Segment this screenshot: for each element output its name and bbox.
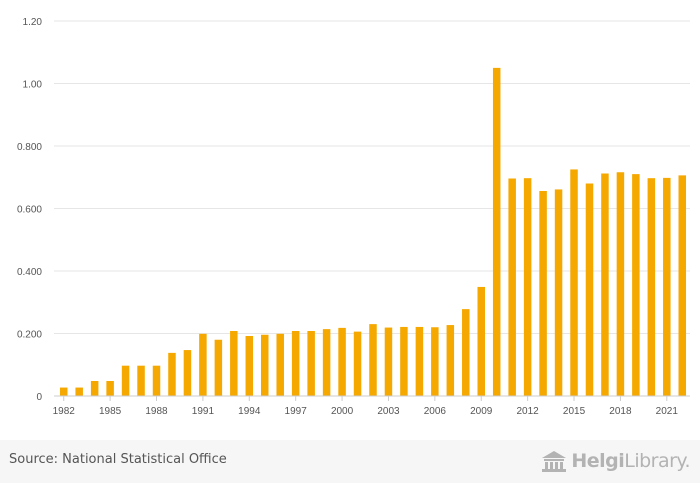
bar-2009 xyxy=(477,286,485,396)
bar-1990 xyxy=(183,350,192,396)
x-tick-label: 1997 xyxy=(285,406,308,417)
bar-1988 xyxy=(152,365,161,396)
x-tick-label: 1988 xyxy=(145,406,168,417)
bar-1982 xyxy=(59,387,68,396)
helgi-library-logo: HelgiLibrary. xyxy=(541,448,690,474)
y-tick-label: 0.200 xyxy=(17,330,42,341)
source-note: Source: National Statistical Office xyxy=(9,452,227,467)
bar-1996 xyxy=(276,333,284,396)
bar-1995 xyxy=(261,334,269,396)
logo-text: HelgiLibrary. xyxy=(571,450,690,472)
bar-2008 xyxy=(462,309,470,396)
bar-1998 xyxy=(307,331,315,396)
bar-1984 xyxy=(90,381,99,396)
bar-2000 xyxy=(338,327,346,396)
bar-series xyxy=(59,67,687,396)
chart-footer: Source: National Statistical Office Helg… xyxy=(0,440,700,483)
x-tick-label: 2015 xyxy=(563,406,586,417)
bar-1994 xyxy=(245,336,254,396)
grid-lines xyxy=(54,20,690,334)
x-tick-label: 2000 xyxy=(331,406,354,417)
bar-2020 xyxy=(647,178,656,396)
bar-1992 xyxy=(214,339,223,396)
bar-1989 xyxy=(168,352,176,396)
y-tick-label: 0 xyxy=(36,392,42,403)
bar-2019 xyxy=(632,174,640,396)
x-tick-label: 2021 xyxy=(656,406,679,417)
bar-2021 xyxy=(663,177,671,396)
bar-1991 xyxy=(199,333,207,396)
bar-2022 xyxy=(678,175,687,396)
bar-2014 xyxy=(554,189,563,396)
bar-2002 xyxy=(369,324,377,396)
bar-1985 xyxy=(106,381,114,396)
bar-2013 xyxy=(539,191,547,396)
x-axis-ticks: 1982 1985 1988 1991 1994 1997 2000 2003 2006 2009… xyxy=(53,396,679,417)
bar-2001 xyxy=(353,331,362,396)
bar-2015 xyxy=(570,169,578,396)
building-icon xyxy=(542,451,567,472)
bar-2010 xyxy=(492,67,501,396)
bar-2018 xyxy=(616,172,625,396)
y-axis-ticks: 0 0.200 0.400 0.600 0.800 1.00 1.20 xyxy=(17,17,42,403)
x-tick-label: 2003 xyxy=(377,406,400,417)
bar-2007 xyxy=(446,325,455,396)
x-tick-label: 2018 xyxy=(609,406,632,417)
y-tick-label: 0.600 xyxy=(17,205,42,216)
x-tick-label: 2012 xyxy=(517,406,540,417)
y-tick-label: 1.20 xyxy=(23,17,43,28)
bar-2012 xyxy=(523,178,532,396)
bar-1983 xyxy=(75,387,83,396)
logo-text-bold: Helgi xyxy=(571,450,625,472)
y-tick-label: 0.800 xyxy=(17,142,42,153)
bar-2006 xyxy=(431,327,439,396)
x-tick-label: 2006 xyxy=(424,406,447,417)
y-tick-label: 1.00 xyxy=(23,80,43,91)
x-tick-label: 2009 xyxy=(470,406,493,417)
bar-1986 xyxy=(121,365,130,396)
x-tick-label: 1982 xyxy=(53,406,76,417)
logo-text-light: Library. xyxy=(624,450,690,472)
bar-1999 xyxy=(322,329,331,396)
bar-2004 xyxy=(400,326,408,396)
y-tick-label: 0.400 xyxy=(17,267,42,278)
x-tick-label: 1994 xyxy=(238,406,261,417)
bar-1997 xyxy=(291,331,300,396)
x-tick-label: 1985 xyxy=(99,406,122,417)
bar-1987 xyxy=(137,365,145,396)
bar-2017 xyxy=(601,173,609,396)
x-tick-label: 1991 xyxy=(192,406,215,417)
bar-2005 xyxy=(415,326,424,396)
bar-1993 xyxy=(230,331,238,396)
bar-2003 xyxy=(384,327,393,396)
bar-2011 xyxy=(508,178,516,396)
bar-2016 xyxy=(585,183,594,396)
